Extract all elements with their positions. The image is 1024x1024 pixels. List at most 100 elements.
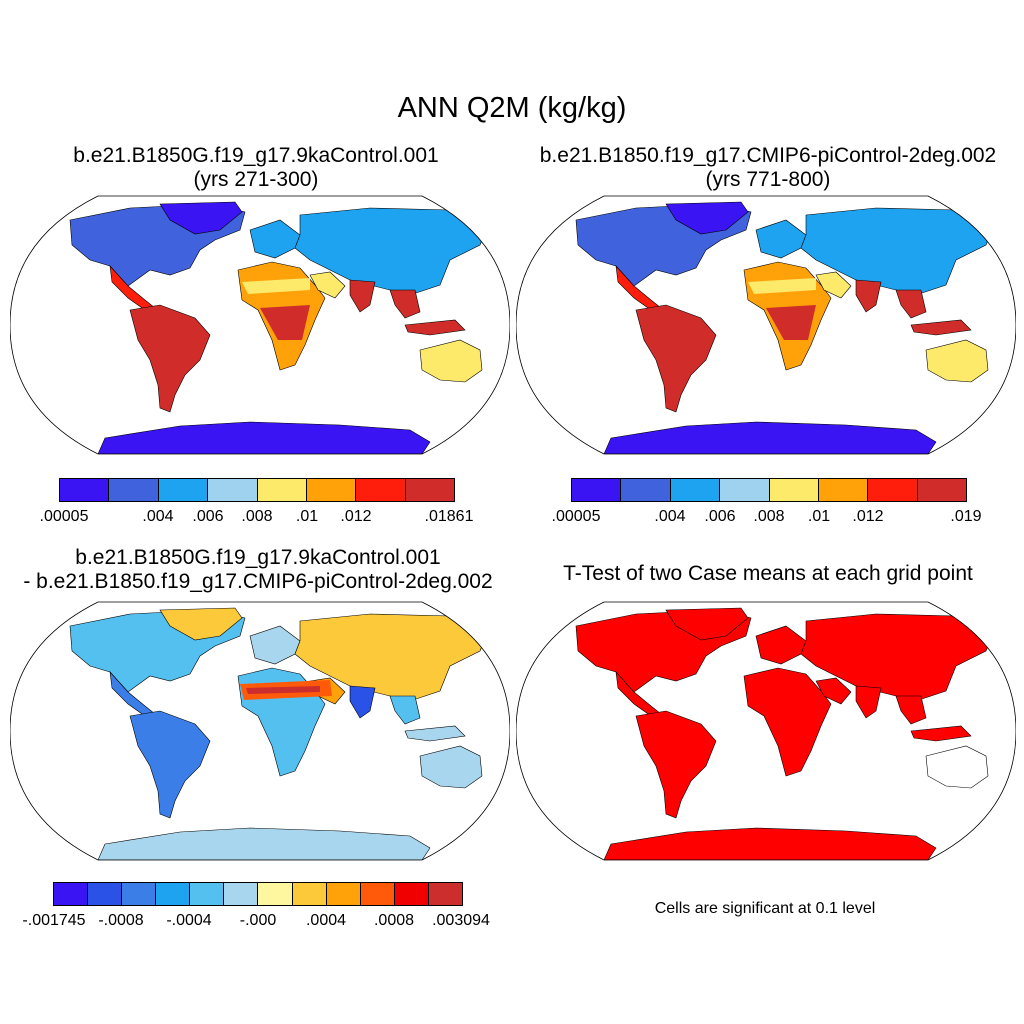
cbar-case1-label: .01861 (424, 508, 474, 525)
land-arabia (309, 271, 346, 299)
land-greenland (665, 607, 749, 641)
panel-title-case1-line1: b.e21.B1850G.f19_g17.9kaControl.001 (73, 144, 439, 167)
colorbar-swatch (394, 883, 429, 905)
desert-band (748, 278, 816, 294)
tropical-band (766, 305, 816, 340)
land-indonesia (910, 725, 972, 742)
cbar-diff-label: .0004 (305, 912, 347, 929)
land-australia (925, 745, 989, 789)
land-southAmerica (129, 304, 211, 413)
land-antarctica (97, 421, 431, 454)
colorbar-swatch (292, 883, 327, 905)
cbar-case1-label: .01 (295, 508, 319, 525)
cbar-diff-label: -.001745 (22, 912, 86, 929)
panel-title-diff-line1: b.e21.B1850G.f19_g17.9kaControl.001 (75, 546, 441, 569)
colorbar-swatch (257, 479, 307, 501)
map-outline (10, 195, 510, 455)
colorbar-swatch (917, 479, 966, 501)
panel-title-case2: b.e21.B1850.f19_g17.CMIP6-piControl-2deg… (512, 144, 1024, 192)
colorbar-swatch (208, 479, 258, 501)
land-seAsia (389, 289, 421, 319)
land-indonesia (404, 725, 466, 742)
panel-title-case2-line1: b.e21.B1850.f19_g17.CMIP6-piControl-2deg… (539, 144, 997, 167)
panel-title-case1-line2: (yrs 271-300) (193, 168, 319, 191)
map-diff (10, 601, 510, 861)
land-seAsia (895, 289, 927, 319)
land-greenland (159, 607, 243, 641)
desert-band (242, 278, 310, 294)
colorbar-swatch (360, 883, 395, 905)
land-indonesia (910, 319, 972, 336)
colorbar-swatch (428, 883, 462, 905)
cbar-case1-label: .00005 (39, 508, 89, 525)
land-southAmerica (129, 710, 211, 819)
land-india (349, 279, 376, 313)
cbar-diff-label: -.0008 (98, 912, 144, 929)
cbar-case2-label: .008 (753, 508, 785, 525)
map-case2 (516, 195, 1016, 455)
map-outline (10, 601, 510, 861)
cbar-case2-label: .019 (950, 508, 982, 525)
cbar-diff-label: -.0004 (166, 912, 212, 929)
land-africa (743, 667, 832, 777)
colorbar-swatch (88, 883, 123, 905)
sahel-core (246, 686, 320, 694)
land-india (349, 685, 376, 719)
land-europe (755, 625, 807, 665)
colorbar-swatch (769, 479, 819, 501)
panel-title-ttest-line1: T-Test of two Case means at each grid po… (563, 562, 973, 585)
land-europe (249, 625, 301, 665)
map-outline (516, 195, 1016, 455)
colorbar-swatch (405, 479, 454, 501)
land-indonesia (404, 319, 466, 336)
land-greenland (159, 201, 243, 235)
colorbar-swatch (122, 883, 157, 905)
cbar-case2-label: .004 (654, 508, 686, 525)
cbar-diff-label: .0008 (373, 912, 415, 929)
land-antarctica (603, 421, 937, 454)
cbar-case2-label: .01 (807, 508, 831, 525)
land-seAsia (389, 695, 421, 725)
colorbar-swatch (60, 479, 110, 501)
cbar-case2-label: .00005 (551, 508, 601, 525)
land-seAsia (895, 695, 927, 725)
colorbar-swatch (306, 479, 357, 501)
land-arabia (815, 271, 852, 299)
colorbar-swatch (54, 883, 89, 905)
colorbar-case1 (59, 478, 455, 502)
land-europe (755, 219, 807, 259)
panel-title-case1: b.e21.B1850G.f19_g17.9kaControl.001 (yrs… (0, 144, 512, 192)
map-ttest (516, 601, 1016, 861)
colorbar-case2 (571, 478, 967, 502)
cbar-case1-label: .012 (340, 508, 372, 525)
colorbar-swatch (158, 479, 209, 501)
land-antarctica (603, 827, 937, 860)
land-arabia (815, 677, 852, 705)
colorbar-swatch (224, 883, 259, 905)
land-southAmerica (635, 710, 717, 819)
land-greenland (665, 201, 749, 235)
tropical-band (260, 305, 310, 340)
land-australia (419, 339, 483, 383)
colorbar-swatch (156, 883, 191, 905)
colorbar-swatch (326, 883, 361, 905)
cbar-case1-label: .004 (142, 508, 174, 525)
main-title: ANN Q2M (kg/kg) (397, 92, 627, 124)
colorbar-swatch (356, 479, 406, 501)
colorbar-diff (53, 882, 463, 906)
cbar-case1-label: .006 (192, 508, 224, 525)
significance-note: Cells are significant at 0.1 level (654, 900, 876, 917)
land-india (855, 685, 882, 719)
colorbar-swatch (868, 479, 918, 501)
map-case1 (10, 195, 510, 455)
colorbar-swatch (720, 479, 770, 501)
colorbar-swatch (190, 883, 225, 905)
cbar-case2-label: .006 (704, 508, 736, 525)
panel-title-ttest: T-Test of two Case means at each grid po… (512, 562, 1024, 586)
colorbar-swatch (621, 479, 671, 501)
cbar-diff-label: -.000 (239, 912, 277, 929)
cbar-case2-label: .012 (852, 508, 884, 525)
land-southAmerica (635, 304, 717, 413)
land-india (855, 279, 882, 313)
cbar-diff-label: .003094 (432, 912, 490, 929)
